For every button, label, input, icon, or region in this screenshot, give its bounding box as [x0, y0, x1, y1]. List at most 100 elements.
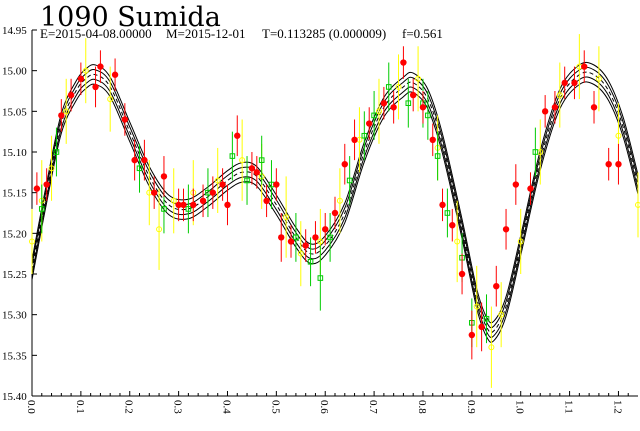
data-point: [185, 206, 192, 212]
data-point: [302, 242, 309, 249]
x-tick-label: 0.5: [269, 400, 281, 414]
fit-curve-envelope: [31, 61, 639, 324]
data-point: [419, 104, 427, 111]
x-tick-label: 0.3: [172, 400, 184, 414]
data-point: [409, 91, 417, 99]
chart-title: 1090 Sumida: [40, 2, 221, 33]
data-point: [425, 112, 431, 119]
fit-curves: [31, 61, 639, 343]
data-point: [199, 197, 207, 204]
data-point: [605, 161, 612, 168]
data-point: [488, 344, 495, 351]
data-point: [405, 100, 412, 107]
data-point: [454, 238, 461, 245]
data-point: [527, 185, 534, 192]
data-point: [561, 79, 568, 87]
data-point: [82, 67, 89, 74]
x-tick-label: 0.2: [123, 400, 135, 414]
data-point: [380, 100, 388, 107]
data-point: [224, 201, 231, 209]
x-tick-label: 0.0: [25, 400, 37, 414]
data-point: [341, 161, 348, 168]
data-point: [180, 201, 187, 209]
data-point: [107, 96, 114, 103]
data-point: [111, 71, 119, 78]
y-axis-ticks: 14.95 15.00 15.05 15.10 15.15 15.20 15.25 15.30…: [2, 25, 37, 403]
data-point: [253, 169, 261, 176]
x-tick-label: 0.4: [220, 400, 232, 414]
data-point: [375, 108, 382, 115]
data-point: [287, 238, 295, 245]
y-tick-label: 15.15: [2, 188, 27, 200]
data-point: [541, 108, 549, 115]
data-point: [532, 149, 539, 155]
y-tick-label: 15.00: [2, 66, 27, 78]
data-point: [317, 275, 324, 281]
y-tick-label: 15.40: [2, 391, 27, 403]
data-point: [175, 201, 182, 209]
data-point: [581, 63, 588, 70]
x-tick-label: 1.1: [563, 400, 575, 414]
y-tick-label: 15.20: [2, 228, 27, 240]
data-point: [400, 59, 407, 66]
data-point: [635, 201, 640, 208]
data-point: [449, 222, 456, 229]
data-point: [121, 116, 129, 123]
data-point: [556, 92, 563, 99]
x-tick-label: 0.7: [367, 400, 379, 414]
data-point: [322, 226, 329, 233]
data-point: [571, 79, 578, 87]
data-point: [483, 315, 490, 322]
data-point: [234, 132, 241, 139]
data-point: [239, 157, 246, 164]
x-tick-label: 0.6: [318, 400, 330, 414]
data-point: [327, 234, 333, 241]
data-point: [131, 156, 138, 164]
data-point: [244, 177, 250, 184]
fit-curve-envelope: [31, 66, 639, 329]
data-point: [615, 132, 622, 139]
data-point: [312, 234, 319, 241]
data-point: [29, 238, 35, 245]
fit-curve-envelope: [31, 81, 639, 343]
data-point: [273, 181, 280, 188]
data-point: [336, 197, 343, 204]
data-point: [248, 165, 256, 172]
x-tick-label: 0.8: [416, 400, 428, 414]
data-point: [38, 206, 45, 212]
x-tick-label: 0.1: [74, 400, 86, 414]
data-point: [517, 238, 524, 245]
data-point: [160, 173, 168, 180]
y-tick-label: 15.10: [2, 147, 27, 159]
data-point: [136, 165, 143, 172]
data-point: [141, 156, 148, 164]
data-point: [595, 75, 602, 82]
x-tick-label: 1.0: [514, 400, 526, 414]
data-point: [346, 177, 353, 184]
data-point: [444, 210, 451, 216]
data-point: [395, 83, 402, 90]
y-tick-label: 15.25: [2, 269, 27, 281]
data-point: [190, 201, 197, 209]
data-point: [317, 238, 324, 245]
data-point: [67, 91, 75, 99]
data-point: [498, 311, 505, 318]
data-point: [385, 84, 392, 90]
data-point: [390, 104, 397, 111]
data-point: [478, 323, 485, 331]
fit-curve-center: [31, 71, 639, 334]
data-point: [512, 181, 520, 188]
data-point: [293, 234, 299, 241]
data-point: [458, 270, 466, 278]
data-point: [434, 153, 441, 159]
data-point: [48, 165, 55, 172]
data-point: [77, 75, 85, 83]
data-point: [307, 259, 314, 265]
data-point: [219, 181, 226, 188]
data-point: [502, 226, 510, 233]
data-point: [468, 331, 476, 339]
x-axis-ticks: 0.0 0.1 0.2 0.3 0.4 0.5 0.6 0.7 0.8 0.9 1.0 1.1 1.2: [25, 391, 629, 414]
data-point: [97, 63, 104, 70]
data-point: [551, 104, 559, 111]
